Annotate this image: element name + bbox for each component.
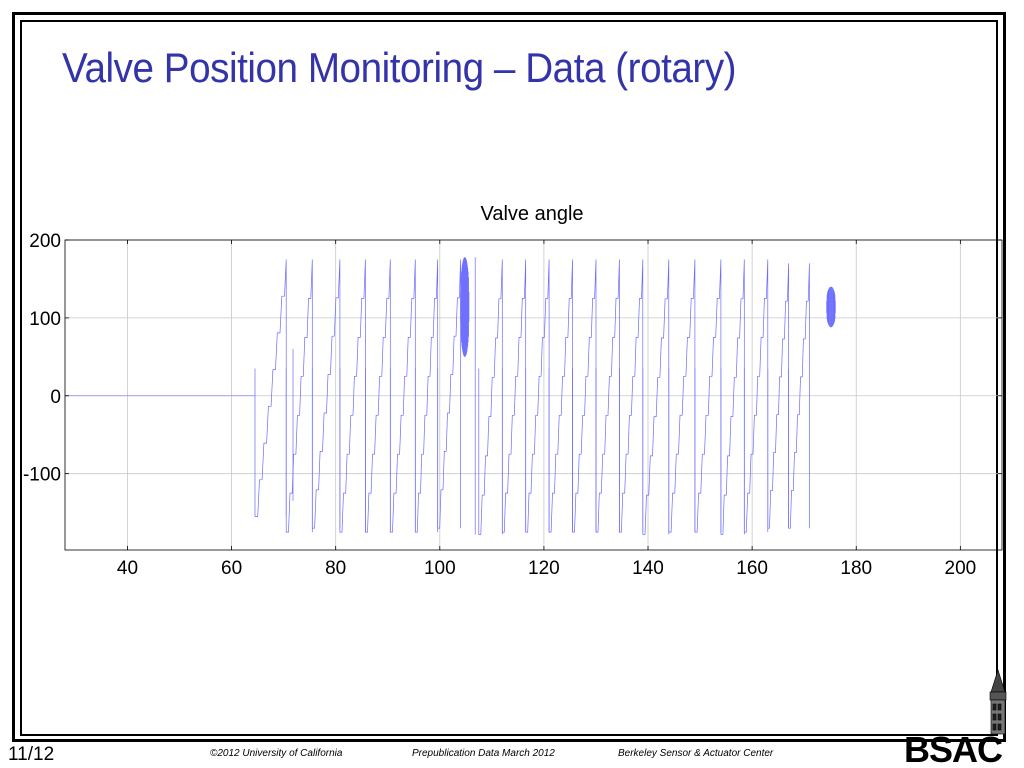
- y-tick-label: 200: [29, 231, 61, 252]
- series-sawtooth-cycle: [668, 259, 696, 533]
- bsac-logo: BSAC: [904, 669, 1007, 768]
- series-sawtooth-cycle: [339, 259, 366, 533]
- series-sawtooth-cycle: [548, 259, 573, 533]
- series-sawtooth-cycle: [285, 259, 313, 533]
- series-sawtooth-cycle: [254, 259, 287, 517]
- series-sawtooth-cycle: [767, 263, 789, 529]
- campanile-icon: [989, 669, 1007, 735]
- series-sawtooth-cycle: [437, 259, 461, 529]
- x-tick-label: 180: [840, 558, 872, 579]
- series-sawtooth-cycle: [694, 259, 722, 533]
- x-tick-label: 160: [736, 558, 768, 579]
- chart-title: Valve angle: [480, 203, 583, 225]
- series-sawtooth-cycle: [788, 263, 810, 529]
- x-tick-label: 200: [945, 558, 977, 579]
- slide-inner-border: [20, 20, 998, 736]
- series-sawtooth-cycle: [414, 259, 439, 533]
- slide-title: Valve Position Monitoring – Data (rotary…: [62, 44, 737, 91]
- series-sawtooth-cycle: [501, 259, 527, 533]
- series-sawtooth-cycle: [572, 259, 597, 533]
- footer-copyright: ©2012 University of California: [210, 748, 343, 759]
- series-sawtooth-cycle: [595, 259, 620, 533]
- series-sawtooth-cycle: [619, 259, 644, 533]
- x-tick-label: 100: [424, 558, 456, 579]
- y-tick-label: -100: [23, 465, 61, 486]
- series-sawtooth-cycle: [365, 259, 391, 533]
- series-sawtooth-cycle: [478, 259, 503, 535]
- series-sawtooth-cycle: [389, 259, 416, 533]
- x-tick-label: 60: [221, 558, 242, 579]
- plot-frame: [64, 239, 1003, 551]
- logo-text: BSAC: [904, 729, 1003, 768]
- page-number: 11/12: [8, 744, 55, 765]
- series-sawtooth-cycle: [525, 259, 550, 533]
- x-tick-label: 120: [528, 558, 560, 579]
- y-tick-label: 0: [50, 387, 61, 408]
- series-sawtooth-cycle: [743, 259, 769, 533]
- series-sawtooth-cycle: [642, 259, 670, 535]
- series-oscillation-burst: [826, 286, 836, 328]
- footer-prepublication: Prepublication Data March 2012: [412, 748, 555, 759]
- series-sawtooth-cycle: [311, 259, 341, 529]
- y-tick-label: 100: [29, 309, 61, 330]
- series-sawtooth-cycle: [720, 259, 745, 535]
- x-tick-label: 140: [632, 558, 664, 579]
- x-tick-label: 80: [325, 558, 346, 579]
- series-oscillation-burst: [460, 257, 470, 357]
- footer-bsac-name: Berkeley Sensor & Actuator Center: [618, 748, 774, 759]
- x-tick-label: 40: [117, 558, 138, 579]
- slide-outer-border: [12, 12, 1006, 742]
